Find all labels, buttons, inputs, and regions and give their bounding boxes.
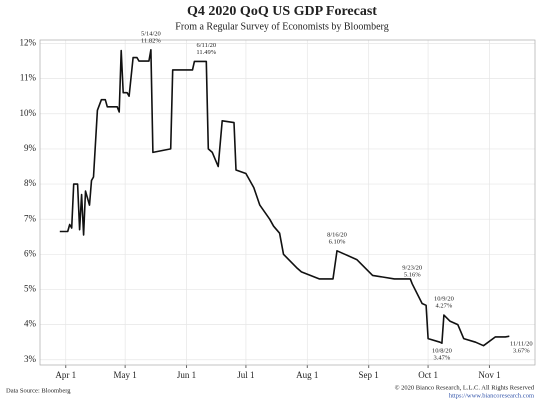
annotation-date: 9/23/20 <box>402 264 422 271</box>
annotation-value: 4.27% <box>436 303 453 310</box>
annotation-date: 8/16/20 <box>327 231 347 238</box>
annotation-value: 6.10% <box>329 238 346 245</box>
y-tick-label: 3% <box>24 354 37 364</box>
x-tick-label: Jun 1 <box>177 370 196 380</box>
plot-frame <box>39 39 536 366</box>
y-tick-label: 5% <box>24 284 37 294</box>
annotation-date: 10/8/20 <box>432 348 452 355</box>
annotation-value: 3.47% <box>434 355 451 362</box>
annotation-date: 11/11/20 <box>510 341 533 348</box>
line <box>59 49 510 347</box>
x-tick-label: Jul 1 <box>237 370 254 380</box>
y-tick-label: 9% <box>24 143 37 153</box>
annotation-date: 6/11/20 <box>197 42 217 49</box>
annotation-value: 11.49% <box>196 49 216 56</box>
y-tick-label: 6% <box>24 248 37 258</box>
x-tick-label: Nov 1 <box>478 370 500 380</box>
source: Data Source: Bloomberg <box>6 387 71 394</box>
annotation-date: 5/14/20 <box>141 30 161 37</box>
annotation-value: 3.67% <box>513 348 530 355</box>
chart-title: Q4 2020 QoQ US GDP Forecast <box>187 4 377 19</box>
y-tick-label: 10% <box>20 108 37 118</box>
x-tick-label: Sep 1 <box>359 370 379 380</box>
y-tick-label: 11% <box>20 73 37 83</box>
copyright: © 2020 Bianco Research, L.L.C. All Right… <box>395 384 535 391</box>
annotation-value: 5.16% <box>404 271 421 278</box>
y-tick-label: 8% <box>24 178 37 188</box>
y-tick-label: 12% <box>20 38 37 48</box>
x-tick-label: Aug 1 <box>296 370 318 380</box>
x-tick-label: May 1 <box>114 370 137 380</box>
x-tick-label: Oct 1 <box>418 370 438 380</box>
annotation-value: 11.82% <box>141 37 161 44</box>
x-tick-label: Apr 1 <box>55 370 76 380</box>
chart-subtitle: From a Regular Survey of Economists by B… <box>175 21 388 32</box>
url: https://www.biancoresearch.com <box>449 392 534 399</box>
annotation-date: 10/9/20 <box>434 296 454 303</box>
y-tick-label: 4% <box>24 319 37 329</box>
y-tick-label: 7% <box>24 213 37 223</box>
